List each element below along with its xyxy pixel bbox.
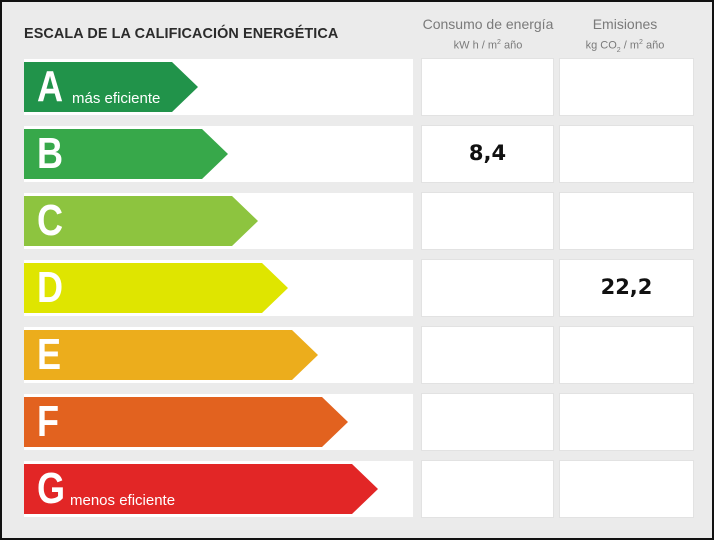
emisiones-column-header: Emisiones kg CO2 / m2 año (558, 16, 692, 59)
consumo-cell (422, 461, 553, 517)
emisiones-cell (560, 327, 693, 383)
rating-sublabel: más eficiente (72, 90, 161, 107)
consumo-cell (422, 59, 553, 115)
rating-arrow-c: C (24, 196, 258, 246)
rating-arrow-b: B (24, 129, 228, 179)
rating-arrow-shape (24, 330, 318, 380)
rating-letter: B (37, 129, 64, 178)
consumo-value: 8,4 (468, 141, 507, 165)
rating-arrow-shape (24, 464, 378, 514)
consumo-cell (422, 327, 553, 383)
rating-letter: G (37, 464, 66, 513)
rating-letter: E (37, 330, 62, 379)
consumo-cell: 8,4 (422, 126, 553, 182)
rating-arrow-shape (24, 263, 288, 313)
rating-arrow-d: D (24, 263, 288, 313)
emisiones-cell (560, 126, 693, 182)
consumo-column-header: Consumo de energía kW h / m2 año (420, 16, 556, 54)
rating-arrow-e: E (24, 330, 318, 380)
emisiones-cell (560, 193, 693, 249)
rating-letter: A (37, 62, 64, 111)
emisiones-cell (560, 394, 693, 450)
emisiones-cell: 22,2 (560, 260, 693, 316)
rating-arrow-shape (24, 397, 348, 447)
emisiones-cell (560, 59, 693, 115)
rating-sublabel: menos eficiente (70, 492, 176, 509)
rating-letter: C (37, 196, 64, 245)
rating-row-d: D 22,2 (24, 260, 694, 316)
rating-arrow-shape (24, 196, 258, 246)
emisiones-column-label: Emisiones (592, 16, 658, 32)
consumo-column-unit: kW h / m2 año (453, 39, 523, 52)
consumo-cell (422, 193, 553, 249)
emisiones-cell (560, 461, 693, 517)
rating-arrow-shape (24, 62, 198, 112)
emisiones-value: 22,2 (600, 275, 653, 299)
rating-row-b: B 8,4 (24, 126, 694, 182)
page-title: ESCALA DE LA CALIFICACIÓN ENERGÉTICA (24, 25, 339, 42)
rating-letter: F (37, 397, 60, 446)
emisiones-column-unit: kg CO2 / m2 año (585, 39, 665, 54)
rating-arrow-shape (24, 129, 228, 179)
rating-row-f: F (24, 394, 694, 450)
consumo-column-label: Consumo de energía (422, 16, 554, 32)
rating-row-e: E (24, 327, 694, 383)
rating-row-c: C (24, 193, 694, 249)
consumo-cell (422, 394, 553, 450)
rating-letter: D (37, 263, 64, 312)
rating-arrow-f: F (24, 397, 348, 447)
consumo-cell (422, 260, 553, 316)
